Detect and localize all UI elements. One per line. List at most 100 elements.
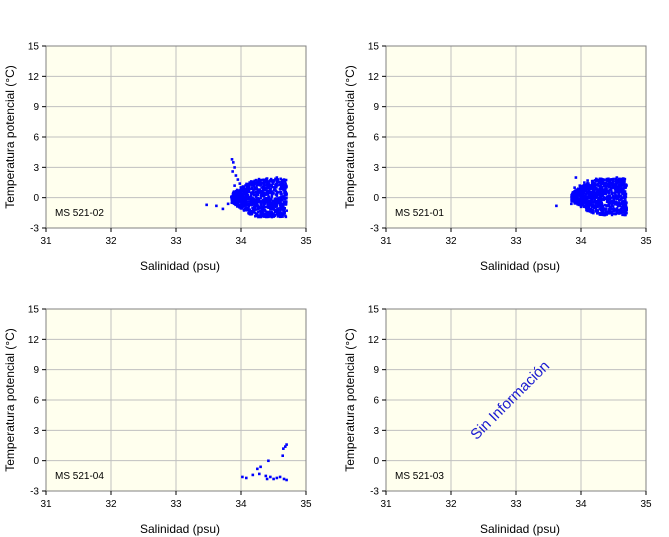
data-point [576, 190, 580, 193]
data-point [595, 196, 598, 199]
data-point [599, 183, 603, 186]
data-point [274, 189, 277, 192]
data-point [262, 178, 266, 182]
data-point [621, 211, 625, 214]
data-point [237, 203, 240, 206]
data-point [270, 214, 274, 218]
data-point [265, 477, 269, 481]
data-point [276, 198, 280, 201]
data-point [621, 182, 625, 185]
data-point [585, 200, 589, 204]
data-point [269, 475, 272, 479]
data-point [583, 188, 586, 192]
data-point [591, 199, 594, 203]
data-point [282, 202, 286, 205]
x-tick-label: 35 [640, 499, 652, 510]
data-point [257, 188, 260, 191]
data-point [246, 209, 250, 212]
data-point [620, 180, 623, 183]
y-tick-label: -3 [370, 487, 379, 498]
data-point [270, 198, 273, 201]
data-point [615, 176, 619, 179]
data-point [250, 202, 253, 205]
data-point [237, 205, 241, 209]
data-point [248, 208, 251, 211]
data-point [611, 179, 615, 183]
data-point [624, 199, 627, 203]
data-point [601, 209, 605, 213]
y-tick-label: 12 [28, 335, 40, 346]
x-tick-label: 31 [40, 499, 52, 510]
data-point [619, 188, 622, 192]
data-point [582, 198, 585, 202]
data-point [246, 206, 249, 210]
data-point [285, 443, 288, 446]
data-point [624, 197, 627, 200]
data-point [613, 195, 617, 198]
data-point [259, 212, 262, 216]
x-axis-label: Salinidad (psu) [140, 259, 220, 273]
data-point [282, 208, 286, 212]
data-point [610, 191, 614, 195]
data-point [592, 181, 595, 185]
data-point [273, 187, 277, 190]
data-point [617, 202, 621, 206]
data-point [596, 182, 600, 185]
data-point [235, 188, 239, 192]
data-point [241, 202, 244, 206]
data-point [608, 184, 611, 187]
data-point [606, 179, 609, 183]
data-point [555, 204, 558, 208]
data-point [280, 183, 284, 187]
data-point [232, 192, 235, 195]
data-point [261, 208, 265, 211]
data-point [607, 203, 610, 206]
data-point [606, 191, 610, 194]
data-point [594, 207, 598, 211]
data-point [251, 473, 255, 477]
data-point [602, 190, 606, 193]
data-point [591, 185, 595, 188]
data-point [254, 190, 258, 194]
data-point [622, 181, 625, 184]
data-point [241, 192, 244, 196]
data-point [622, 187, 625, 190]
data-point [245, 209, 248, 212]
data-point [256, 467, 259, 471]
x-tick-label: 33 [170, 499, 182, 510]
data-point [619, 209, 623, 212]
data-point [261, 210, 264, 213]
data-point [270, 202, 273, 206]
data-point [277, 200, 280, 204]
data-point [271, 185, 274, 189]
data-point [278, 475, 282, 479]
data-point [283, 212, 286, 215]
data-point [283, 206, 287, 210]
data-point [591, 196, 594, 199]
data-point [257, 214, 260, 217]
data-point [592, 200, 596, 204]
data-point [602, 207, 605, 211]
data-point [573, 186, 576, 189]
y-tick-label: 6 [373, 133, 379, 144]
data-point [603, 184, 606, 188]
data-point [232, 161, 235, 164]
data-point [599, 186, 602, 189]
data-point [246, 188, 250, 191]
data-point [285, 478, 288, 482]
data-point [245, 194, 249, 198]
data-point [267, 459, 270, 463]
data-point [275, 213, 279, 216]
data-point [256, 206, 259, 209]
data-point [258, 198, 261, 201]
y-tick-label: 0 [33, 193, 39, 204]
data-point [242, 200, 246, 204]
data-point [230, 201, 233, 204]
data-point [601, 203, 604, 206]
data-point [610, 207, 614, 211]
data-point [593, 182, 597, 185]
y-tick-label: -3 [370, 224, 379, 235]
data-point [598, 207, 602, 211]
data-point [623, 183, 626, 187]
data-point [277, 196, 280, 200]
